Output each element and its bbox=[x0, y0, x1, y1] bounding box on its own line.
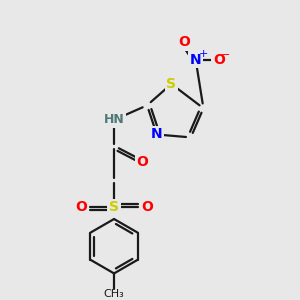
Text: +: + bbox=[199, 49, 208, 59]
Text: S: S bbox=[167, 77, 176, 91]
Text: S: S bbox=[109, 200, 119, 214]
Text: O: O bbox=[213, 53, 225, 67]
Text: O: O bbox=[141, 200, 153, 214]
Text: O: O bbox=[178, 35, 190, 49]
Text: O: O bbox=[136, 155, 148, 169]
Text: O: O bbox=[75, 200, 87, 214]
Text: N: N bbox=[190, 53, 202, 67]
Text: −: − bbox=[221, 50, 230, 60]
Text: CH₃: CH₃ bbox=[104, 289, 124, 299]
Text: HN: HN bbox=[104, 113, 124, 126]
Text: N: N bbox=[151, 128, 163, 142]
